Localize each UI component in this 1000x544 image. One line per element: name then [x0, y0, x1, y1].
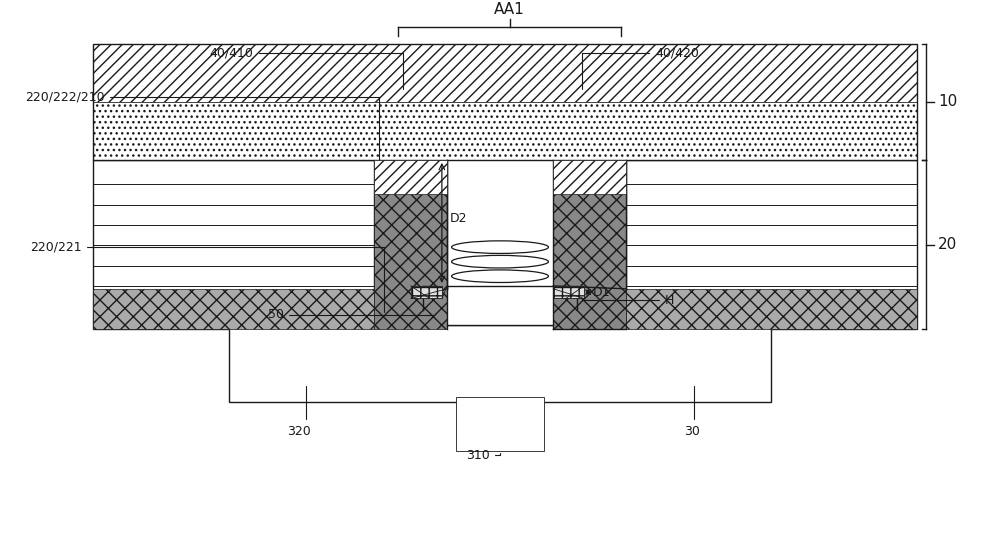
- Ellipse shape: [452, 255, 548, 268]
- Bar: [553, 160, 626, 194]
- Bar: [553, 160, 626, 330]
- Text: 220/221: 220/221: [30, 240, 384, 312]
- Text: AA1: AA1: [494, 2, 525, 16]
- Bar: [229, 325, 771, 402]
- Bar: [553, 286, 584, 299]
- Text: D1: D1: [593, 286, 610, 299]
- Text: 20: 20: [938, 237, 957, 252]
- Text: 40/420: 40/420: [582, 47, 699, 89]
- Ellipse shape: [452, 241, 548, 254]
- Ellipse shape: [452, 270, 548, 282]
- Bar: [626, 160, 917, 330]
- Text: 10: 10: [938, 94, 957, 109]
- Text: H: H: [582, 294, 674, 307]
- Text: 220/222/210: 220/222/210: [25, 90, 379, 172]
- Text: 310: 310: [466, 449, 500, 462]
- Text: D2: D2: [450, 212, 467, 225]
- Text: 30: 30: [684, 386, 700, 438]
- Bar: [374, 160, 447, 194]
- Bar: [93, 289, 374, 330]
- Bar: [93, 160, 374, 330]
- Bar: [456, 397, 544, 450]
- Bar: [93, 44, 917, 160]
- Text: 320: 320: [287, 386, 311, 438]
- Bar: [437, 286, 563, 325]
- Bar: [93, 44, 917, 102]
- Bar: [411, 286, 442, 299]
- Text: 50: 50: [268, 308, 434, 322]
- Bar: [93, 102, 917, 160]
- Bar: [626, 289, 917, 330]
- Bar: [374, 160, 447, 330]
- Text: 40/410: 40/410: [209, 47, 403, 89]
